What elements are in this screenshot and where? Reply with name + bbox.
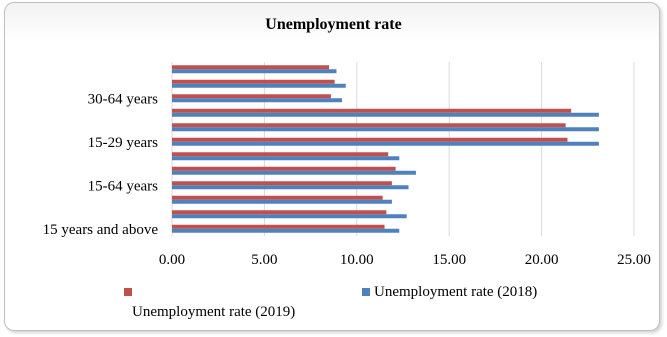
bar-2019 <box>172 166 396 171</box>
bar-2018 <box>172 214 407 219</box>
bar-2019 <box>172 108 572 113</box>
bar-2018 <box>172 83 346 88</box>
bar-2018 <box>172 228 400 233</box>
legend-swatch-2018 <box>362 288 370 296</box>
x-tick-label: 10.00 <box>340 252 374 268</box>
bar-2019 <box>172 210 387 215</box>
bar-2019 <box>172 65 330 70</box>
bar-2018 <box>172 185 409 190</box>
bar-2019 <box>172 94 331 99</box>
bar-2018 <box>172 199 392 204</box>
x-tick-label: 0.00 <box>159 252 185 268</box>
bar-2019 <box>172 137 568 142</box>
bar-2019 <box>172 195 383 200</box>
x-tick-label: 5.00 <box>251 252 277 268</box>
legend-label-2019: Unemployment rate (2019) <box>132 304 296 320</box>
bar-2019 <box>172 224 385 229</box>
y-category-label: 15-64 years <box>88 178 159 194</box>
bar-2019 <box>172 79 335 84</box>
bar-2019 <box>172 152 389 157</box>
y-category-label: 30-64 years <box>88 91 159 107</box>
legend-label-2018: Unemployment rate (2018) <box>374 284 538 300</box>
x-tick-label: 25.00 <box>617 252 651 268</box>
bar-2019 <box>172 123 566 128</box>
bar-2018 <box>172 69 337 74</box>
bar-2018 <box>172 112 599 117</box>
bar-2018 <box>172 170 416 175</box>
y-category-label: 15-29 years <box>88 135 159 151</box>
x-tick-label: 15.00 <box>432 252 466 268</box>
bar-2018 <box>172 98 343 103</box>
chart-title: Unemployment rate <box>265 16 402 33</box>
x-tick-label: 20.00 <box>525 252 559 268</box>
bar-2018 <box>172 141 599 146</box>
legend-swatch-2019 <box>124 288 132 296</box>
bar-2018 <box>172 127 599 132</box>
bar-2018 <box>172 156 400 161</box>
bar-2019 <box>172 181 392 186</box>
y-category-label: 15 years and above <box>43 222 159 238</box>
chart-frame <box>4 2 660 331</box>
